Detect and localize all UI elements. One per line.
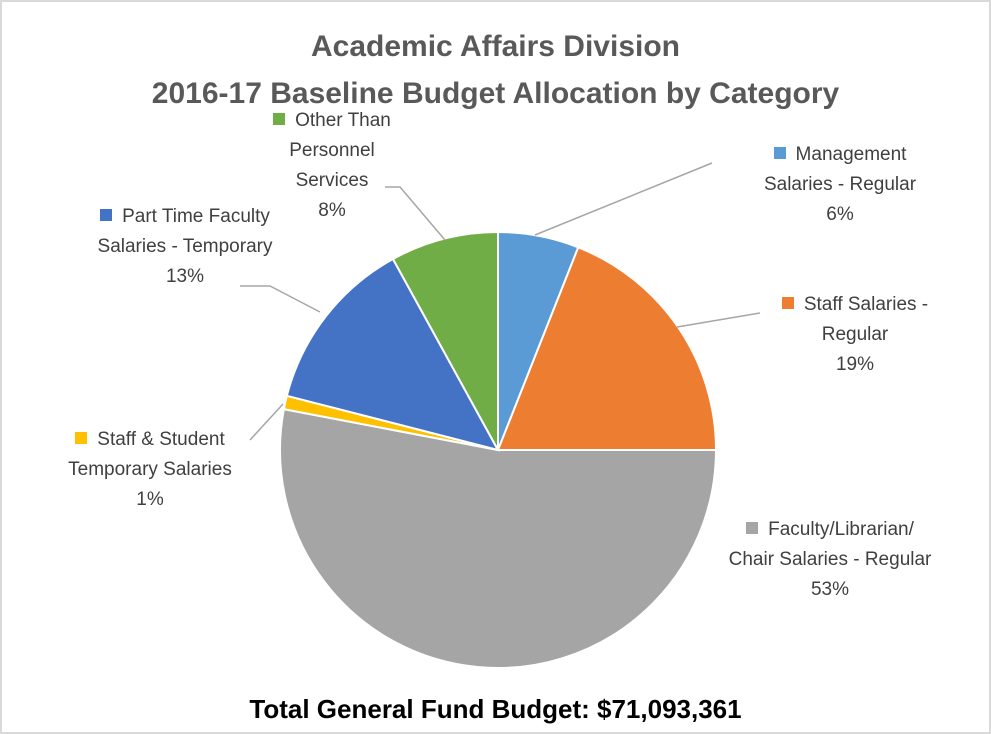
value-label: 13% xyxy=(165,266,205,287)
label-name-row: Faculty/Librarian/ Chair Salaries - Regu… xyxy=(725,515,935,575)
value-label: 8% xyxy=(318,200,346,221)
category-label: Faculty/Librarian/ Chair Salaries - Regu… xyxy=(728,519,932,570)
value-label: 19% xyxy=(835,354,875,375)
data-label: Staff Salaries - Regular 19% xyxy=(765,290,945,380)
label-name-row: Part Time Faculty Salaries - Temporary xyxy=(70,202,300,262)
category-label: Part Time Faculty Salaries - Temporary xyxy=(97,206,273,257)
data-label: Staff & Student Temporary Salaries 1% xyxy=(50,425,250,515)
leader-line xyxy=(240,285,321,313)
legend-swatch xyxy=(781,297,794,309)
value-label: 1% xyxy=(136,489,164,510)
data-label: Other Than Personnel Services 8% xyxy=(262,106,402,226)
legend-swatch xyxy=(773,147,786,159)
category-label: Other Than Personnel Services xyxy=(289,110,391,191)
legend-swatch xyxy=(75,432,88,444)
label-name-row: Management Salaries - Regular xyxy=(745,140,935,200)
data-label: Management Salaries - Regular 6% xyxy=(745,140,935,230)
label-name-row: Staff Salaries - Regular xyxy=(765,290,945,350)
category-label: Staff Salaries - Regular xyxy=(803,294,929,345)
legend-swatch xyxy=(746,522,759,534)
pie-slice xyxy=(279,407,718,669)
leader-line xyxy=(385,186,446,241)
chart-subtitle: 2016-17 Baseline Budget Allocation by Ca… xyxy=(151,77,840,110)
chart-title: Academic Affairs Division xyxy=(310,30,680,63)
data-label: Part Time Faculty Salaries - Temporary 13… xyxy=(70,202,300,292)
leader-line xyxy=(534,162,713,236)
pie-slice xyxy=(285,257,500,452)
legend-swatch xyxy=(100,209,113,221)
value-label: 53% xyxy=(810,579,850,600)
category-label: Staff & Student Temporary Salaries xyxy=(68,429,232,480)
leader-line xyxy=(249,403,284,441)
data-label: Faculty/Librarian/ Chair Salaries - Regu… xyxy=(725,515,935,605)
value-label: 6% xyxy=(826,204,854,225)
category-label: Management Salaries - Regular xyxy=(763,144,917,195)
leader-line xyxy=(676,312,761,328)
annotation: Total General Fund Budget: $71,093,361 xyxy=(249,694,742,724)
label-name-row: Other Than Personnel Services xyxy=(262,106,402,196)
legend-swatch xyxy=(273,113,286,125)
label-name-row: Staff & Student Temporary Salaries xyxy=(50,425,250,485)
